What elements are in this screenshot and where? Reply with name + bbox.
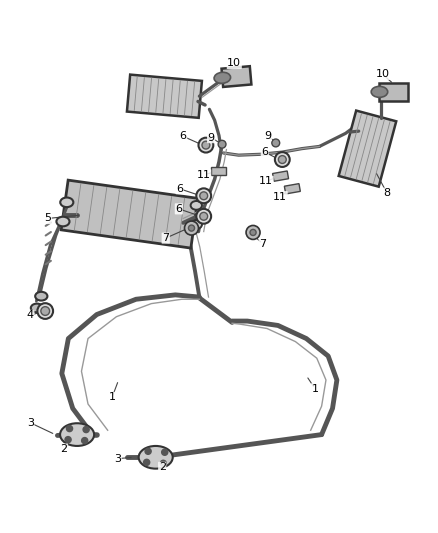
Circle shape — [200, 212, 208, 220]
Text: 6: 6 — [261, 147, 268, 157]
Ellipse shape — [191, 220, 202, 229]
Ellipse shape — [60, 423, 94, 446]
Text: 10: 10 — [227, 59, 241, 68]
Text: 4: 4 — [27, 310, 34, 320]
Polygon shape — [272, 171, 289, 181]
Polygon shape — [339, 110, 396, 187]
Circle shape — [188, 225, 194, 231]
Polygon shape — [284, 184, 300, 194]
Circle shape — [200, 192, 208, 200]
Polygon shape — [222, 66, 251, 87]
Ellipse shape — [60, 198, 73, 207]
Text: 3: 3 — [27, 418, 34, 428]
Circle shape — [144, 459, 150, 465]
Text: 2: 2 — [159, 462, 166, 472]
Text: 1: 1 — [311, 384, 318, 394]
Circle shape — [65, 437, 71, 443]
Circle shape — [275, 152, 290, 167]
Circle shape — [202, 141, 210, 149]
Text: 9: 9 — [265, 131, 272, 141]
Circle shape — [145, 448, 151, 454]
Ellipse shape — [191, 201, 202, 210]
Circle shape — [37, 303, 53, 319]
Text: 10: 10 — [376, 69, 390, 79]
Text: 1: 1 — [109, 392, 116, 402]
Circle shape — [196, 209, 211, 224]
Text: 9: 9 — [208, 133, 215, 143]
Text: 11: 11 — [197, 170, 211, 180]
Text: 7: 7 — [162, 233, 170, 243]
Circle shape — [279, 156, 286, 164]
Circle shape — [81, 438, 88, 443]
Text: 7: 7 — [259, 239, 266, 249]
Text: 6: 6 — [175, 204, 182, 214]
Circle shape — [83, 426, 89, 433]
Circle shape — [272, 139, 280, 147]
Text: 11: 11 — [259, 176, 273, 187]
Ellipse shape — [371, 86, 388, 98]
Text: 8: 8 — [384, 188, 391, 198]
Text: 11: 11 — [273, 192, 287, 201]
Ellipse shape — [35, 292, 47, 301]
Circle shape — [250, 229, 256, 236]
Polygon shape — [379, 83, 408, 101]
Ellipse shape — [139, 446, 173, 469]
Text: 5: 5 — [44, 214, 51, 223]
Circle shape — [246, 225, 260, 239]
Circle shape — [184, 221, 198, 235]
Circle shape — [162, 449, 168, 455]
Circle shape — [41, 306, 49, 316]
Text: 2: 2 — [60, 444, 67, 454]
Ellipse shape — [214, 72, 230, 83]
Circle shape — [67, 425, 73, 432]
Polygon shape — [211, 167, 226, 175]
Polygon shape — [127, 75, 202, 118]
Ellipse shape — [31, 304, 43, 312]
Circle shape — [160, 461, 166, 466]
Text: 3: 3 — [114, 454, 121, 464]
Circle shape — [196, 188, 211, 203]
Polygon shape — [61, 180, 198, 248]
Circle shape — [218, 140, 226, 148]
Ellipse shape — [57, 217, 70, 227]
Text: 6: 6 — [176, 184, 183, 194]
Circle shape — [198, 138, 213, 152]
Text: 6: 6 — [180, 132, 187, 141]
